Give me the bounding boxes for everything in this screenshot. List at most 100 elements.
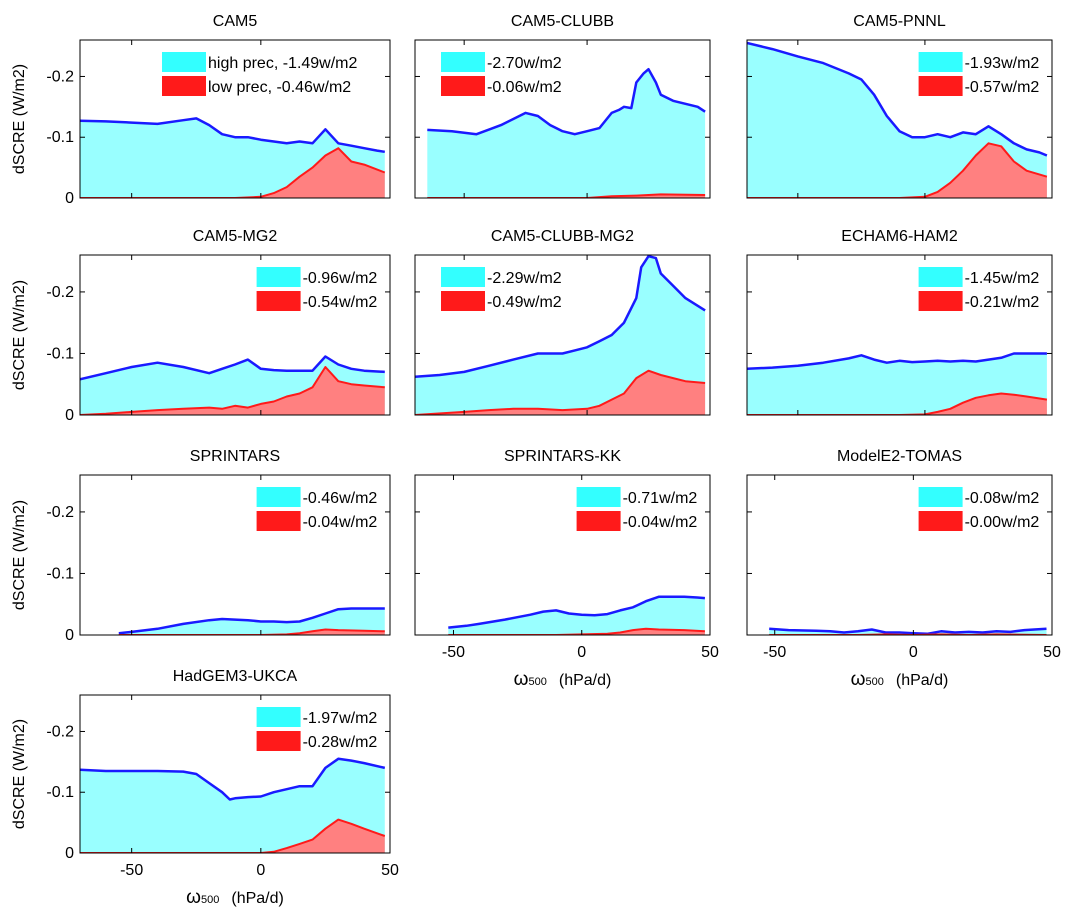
panel-4: CAM5-MG2 -0.2 -0.1 0 dSCRE (W/m2) -0.96w/m2-0… bbox=[11, 228, 391, 424]
y-axis-label: dSCRE (W/m2) bbox=[11, 280, 28, 390]
low-prec-area bbox=[415, 370, 706, 415]
axes-frame bbox=[746, 39, 1053, 199]
y-tick-label: -0.2 bbox=[46, 284, 74, 301]
low-prec-line bbox=[747, 142, 1048, 198]
y-tick-label: 0 bbox=[65, 190, 74, 207]
panel-5: CAM5-CLUBB-MG2 -2.29w/m2 -0.49w/m2 bbox=[414, 228, 711, 416]
low-prec-line bbox=[747, 392, 1048, 415]
high-prec-legend-swatch bbox=[918, 267, 963, 287]
low-prec-legend-label: -0.57w/m2 bbox=[965, 79, 1040, 96]
panel-6: ECHAM6-HAM2 -1.45w/m2 -0.21w/m2 bbox=[746, 228, 1053, 416]
low-prec-legend-label: -0.21w/m2 bbox=[965, 294, 1040, 311]
high-prec-area bbox=[80, 758, 385, 853]
low-prec-area bbox=[448, 628, 705, 635]
y-tick-label: -0.1 bbox=[46, 784, 74, 801]
high-prec-legend-swatch bbox=[256, 707, 301, 727]
high-prec-line bbox=[747, 352, 1047, 371]
y-tick-label: -0.1 bbox=[46, 565, 74, 582]
low-prec-area bbox=[747, 393, 1047, 415]
omega-symbol: ω bbox=[186, 887, 201, 908]
low-prec-legend-swatch bbox=[256, 291, 301, 311]
low-prec-legend-swatch bbox=[918, 511, 963, 531]
legend: -1.45w/m2 -0.21w/m2 bbox=[918, 267, 1040, 311]
x-axis-unit: (hPa/d) bbox=[231, 890, 283, 907]
axes-frame bbox=[414, 254, 711, 416]
panel-title: ModelE2-TOMAS bbox=[837, 448, 962, 465]
legend: -2.70w/m2 -0.06w/m2 bbox=[441, 52, 562, 96]
panel-3: CAM5-PNNL -1.93w/m2 -0.57w/m2 bbox=[746, 13, 1053, 199]
low-prec-legend-label: low prec, -0.46w/m2 bbox=[208, 79, 351, 96]
high-prec-legend-label: high prec, -1.49w/m2 bbox=[208, 55, 358, 72]
panel-9: ModelE2-TOMAS -50 0 50 ω500 (hPa/d) -0.08w/m2-… bbox=[746, 448, 1061, 690]
high-prec-line bbox=[415, 255, 706, 379]
panel-1: CAM5 -0.2 -0.1 0 dSCRE (W/m2) high prec, -1.4… bbox=[11, 13, 391, 207]
low-prec-legend-swatch bbox=[256, 731, 301, 751]
axes-frame bbox=[79, 694, 391, 854]
high-prec-legend-swatch bbox=[256, 267, 301, 287]
axes-frame bbox=[79, 254, 391, 416]
legend: -0.96w/m2 -0.54w/m2 bbox=[256, 267, 378, 311]
low-prec-line bbox=[80, 818, 386, 853]
panel-title: CAM5-CLUBB-MG2 bbox=[491, 228, 634, 245]
legend: -2.29w/m2 -0.49w/m2 bbox=[441, 267, 562, 311]
panel-title: CAM5-PNNL bbox=[853, 13, 946, 30]
high-prec-line bbox=[118, 607, 385, 635]
y-tick-label: -0.1 bbox=[46, 345, 74, 362]
x-axis-label: ω500 (hPa/d) bbox=[186, 887, 284, 908]
panel-title: CAM5 bbox=[213, 13, 258, 30]
low-prec-legend-label: -0.04w/m2 bbox=[623, 514, 698, 531]
omega-subscript: 500 bbox=[201, 894, 219, 906]
axes-frame bbox=[746, 254, 1053, 416]
x-axis-unit: (hPa/d) bbox=[559, 672, 611, 689]
low-prec-legend-label: -0.06w/m2 bbox=[487, 79, 562, 96]
panel-title: HadGEM3-UKCA bbox=[173, 668, 298, 685]
high-prec-line bbox=[448, 595, 705, 629]
high-prec-area bbox=[448, 596, 705, 635]
low-prec-legend-swatch bbox=[162, 76, 206, 96]
low-prec-legend-swatch bbox=[918, 291, 963, 311]
high-prec-legend-swatch bbox=[256, 487, 301, 507]
y-tick-label: 0 bbox=[65, 407, 74, 424]
plot-area bbox=[747, 475, 1052, 635]
high-prec-legend-swatch bbox=[441, 52, 485, 72]
y-axis-label: dSCRE (W/m2) bbox=[11, 64, 28, 174]
x-tick-label: 50 bbox=[1043, 644, 1061, 661]
low-prec-line bbox=[415, 369, 706, 415]
legend: -0.08w/m2 -0.00w/m2 bbox=[918, 487, 1040, 531]
y-axis-label: dSCRE (W/m2) bbox=[11, 500, 28, 610]
axes-frame bbox=[79, 474, 391, 636]
y-tick-label: -0.2 bbox=[46, 723, 74, 740]
panel-title: ECHAM6-HAM2 bbox=[841, 228, 958, 245]
high-prec-legend-swatch bbox=[918, 52, 963, 72]
legend: high prec, -1.49w/m2 low prec, -0.46w/m2 bbox=[162, 52, 358, 96]
high-prec-legend-label: -1.93w/m2 bbox=[965, 55, 1040, 72]
low-prec-legend-swatch bbox=[256, 511, 301, 531]
low-prec-legend-label: -0.00w/m2 bbox=[965, 514, 1040, 531]
axes-frame bbox=[414, 474, 711, 636]
panel-title: SPRINTARS bbox=[190, 448, 280, 465]
low-prec-area bbox=[80, 148, 385, 198]
legend: -0.71w/m2 -0.04w/m2 bbox=[576, 487, 698, 531]
panel-title: CAM5-MG2 bbox=[193, 228, 278, 245]
high-prec-legend-label: -0.71w/m2 bbox=[623, 490, 698, 507]
low-prec-area bbox=[747, 143, 1047, 198]
low-prec-legend-swatch bbox=[918, 76, 963, 96]
x-axis-label: ω500 (hPa/d) bbox=[851, 669, 949, 690]
x-tick-label: 0 bbox=[577, 644, 586, 661]
panel-2: CAM5-CLUBB -2.70w/m2 -0.06w/m2 bbox=[414, 13, 711, 199]
high-prec-legend-label: -0.96w/m2 bbox=[303, 270, 378, 287]
x-tick-label: 0 bbox=[909, 644, 918, 661]
low-prec-line bbox=[80, 147, 386, 198]
low-prec-legend-label: -0.28w/m2 bbox=[303, 734, 378, 751]
x-tick-label: -50 bbox=[763, 644, 786, 661]
high-prec-line bbox=[427, 67, 706, 136]
x-tick-label: 50 bbox=[701, 644, 719, 661]
panel-title: CAM5-CLUBB bbox=[511, 13, 614, 30]
y-tick-label: -0.1 bbox=[46, 129, 74, 146]
y-tick-label: -0.2 bbox=[46, 504, 74, 521]
legend: -1.93w/m2 -0.57w/m2 bbox=[918, 52, 1040, 96]
y-tick-label: 0 bbox=[65, 627, 74, 644]
